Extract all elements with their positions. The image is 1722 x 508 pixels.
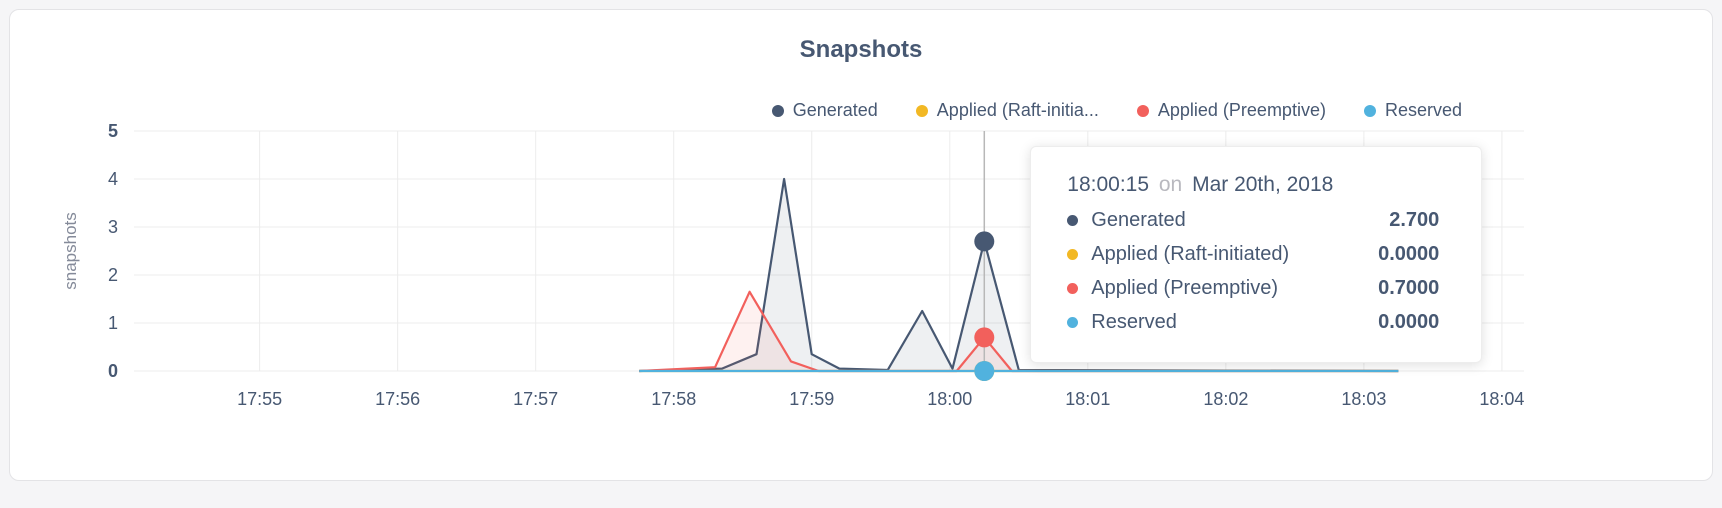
y-axis-tick-label: 5	[108, 121, 118, 141]
tooltip-series-name: Generated	[1091, 209, 1186, 231]
tooltip-connector: on	[1158, 173, 1183, 196]
legend-label: Reserved	[1384, 100, 1462, 120]
tooltip-time: 18:00:15	[1067, 173, 1150, 196]
x-axis-tick-label: 18:02	[1203, 389, 1248, 409]
y-axis-tick-label: 3	[108, 217, 118, 237]
legend-label: Applied (Raft-initia...	[936, 100, 1099, 120]
legend-item-reserved[interactable]: Reserved	[1363, 100, 1462, 121]
tooltip-series-dot	[1067, 215, 1079, 226]
chart-title: Snapshots	[799, 36, 923, 63]
tooltip-header: 18:00:15 on Mar 20th, 2018	[1067, 173, 1439, 197]
y-axis-tick-label: 2	[108, 265, 118, 285]
legend-dot-applied-preemptive	[1136, 104, 1149, 117]
tooltip-row-applied-preemptive: Applied (Preemptive) 0.7000	[1067, 277, 1439, 300]
legend-label: Applied (Preemptive)	[1157, 100, 1326, 120]
tooltip-series-dot	[1067, 283, 1079, 294]
x-axis-tick-label: 18:03	[1341, 389, 1386, 409]
tooltip-series-value: 0.7000	[1378, 277, 1440, 299]
legend-dot-generated	[771, 104, 784, 117]
hover-marker-applied-preemptive	[974, 327, 995, 348]
chart-area[interactable]: 0 1 2 3 4 5 17:55 17:56 17:57 17:58 17:59 18:00 18:0…	[24, 116, 1712, 431]
tooltip-series-name: Reserved	[1091, 311, 1177, 333]
tooltip-series-value: 0.0000	[1378, 311, 1440, 333]
x-axis-tick-label: 17:58	[651, 389, 696, 409]
tooltip-rows: Generated 2.700 Applied (Raft-initiated) 0.…	[1067, 209, 1439, 334]
legend-dot-reserved	[1363, 104, 1376, 117]
legend-item-generated[interactable]: Generated	[771, 100, 878, 121]
x-axis-tick-label: 17:59	[789, 389, 834, 409]
hover-marker-generated	[974, 231, 995, 252]
tooltip-row-applied-raft-initiated: Applied (Raft-initiated) 0.0000	[1067, 243, 1439, 266]
snapshots-chart-card: Snapshots Generated Applied (Raft-initia.…	[9, 9, 1713, 481]
tooltip-row-reserved: Reserved 0.0000	[1067, 311, 1439, 334]
y-axis-title: snapshots	[61, 212, 80, 290]
tooltip-series-name: Applied (Raft-initiated)	[1091, 243, 1290, 265]
y-axis-tick-label: 4	[108, 169, 118, 189]
tooltip-series-dot	[1067, 249, 1079, 260]
series-line-generated[interactable]	[639, 177, 1399, 373]
tooltip-series-name: Applied (Preemptive)	[1091, 277, 1279, 299]
tooltip-date: Mar 20th, 2018	[1192, 173, 1334, 196]
chart-legend: Generated Applied (Raft-initia... Applied …	[771, 100, 1462, 121]
legend-item-applied-raft-initiated[interactable]: Applied (Raft-initia...	[915, 100, 1099, 121]
x-axis-tick-label: 18:01	[1065, 389, 1110, 409]
page-background: Snapshots Generated Applied (Raft-initia.…	[9, 9, 1713, 481]
legend-item-applied-preemptive[interactable]: Applied (Preemptive)	[1136, 100, 1326, 121]
tooltip-series-value: 0.0000	[1378, 243, 1440, 265]
x-axis-tick-label: 18:04	[1479, 389, 1524, 409]
chart-tooltip: 18:00:15 on Mar 20th, 2018 Generated 2.70…	[1030, 146, 1483, 363]
series-area-generated	[639, 179, 1399, 371]
tooltip-row-generated: Generated 2.700	[1067, 209, 1439, 232]
tooltip-series-value: 2.700	[1389, 209, 1440, 231]
y-axis-tick-label: 1	[108, 313, 118, 333]
tooltip-series-dot	[1067, 317, 1079, 328]
x-axis-tick-label: 17:56	[375, 389, 420, 409]
legend-dot-applied-raft-initiated	[915, 104, 928, 117]
x-axis-tick-label: 18:00	[927, 389, 972, 409]
x-axis-tick-label: 17:55	[237, 389, 282, 409]
hover-marker-reserved	[974, 361, 995, 381]
y-axis-tick-label: 0	[108, 361, 118, 381]
x-axis-tick-label: 17:57	[513, 389, 558, 409]
legend-label: Generated	[792, 100, 878, 120]
